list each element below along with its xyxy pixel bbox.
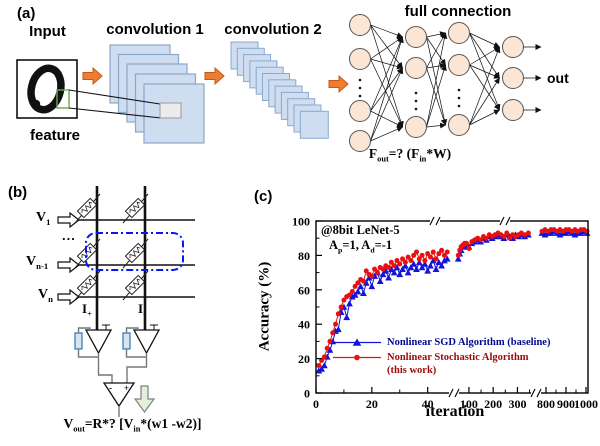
feature-patch — [159, 102, 182, 119]
svg-text:300: 300 — [508, 397, 526, 411]
i-plus-label: I+ — [82, 301, 92, 319]
panel-b-tag: (b) — [8, 184, 28, 201]
chart-annotation: @8bit LeNet-5 Ap=1, Ad=-1 — [321, 223, 400, 255]
fout-formula: Fout=? (Fin*W) — [368, 146, 452, 164]
vn-input-arrow — [57, 288, 80, 306]
flow-arrows — [82, 66, 349, 94]
feature-label: feature — [29, 127, 81, 144]
conv2-feature-maps — [230, 41, 329, 139]
legend-label: Nonlinear Stochastic Algorithm (this work… — [387, 352, 529, 377]
accuracy-chart: 0 20 40 60 80 100 0 20 40 100 200 300 800 900 1000 — [250, 185, 600, 446]
diff-opamp-plus-sign: + — [124, 383, 129, 393]
svg-text:80: 80 — [298, 249, 310, 263]
svg-text:20: 20 — [366, 397, 378, 411]
chart-legend: Nonlinear SGD Algorithm (baseline) Nonlin… — [332, 336, 550, 377]
projection-line-bottom — [68, 107, 162, 119]
legend-label: Nonlinear SGD Algorithm (baseline) — [387, 337, 551, 348]
svg-text:100: 100 — [292, 215, 310, 229]
highlight-row-box — [85, 232, 184, 271]
v1-label: V1 — [36, 210, 51, 227]
full-connection-label: full connection — [404, 3, 512, 20]
memristor-icon — [74, 193, 101, 224]
panel-a-tag: (a) — [17, 5, 36, 22]
fully-connected-network — [349, 14, 542, 152]
opamp-plus — [84, 324, 113, 355]
triangle-marker-icon — [333, 338, 381, 346]
vout-formula: Vout=R*? [Vin*(w1 -w2)] — [63, 416, 202, 434]
vn-label: Vn — [38, 287, 53, 304]
memristor-icon — [74, 270, 101, 301]
vn1-label: Vn-1 — [26, 254, 49, 271]
vn1-input-arrow — [57, 256, 80, 274]
flow-arrow-2 — [204, 66, 225, 86]
svg-text:800: 800 — [537, 397, 555, 411]
rows-ellipsis: ... — [62, 228, 76, 243]
output-arrow-icon — [133, 385, 156, 414]
svg-text:60: 60 — [298, 283, 310, 297]
conv1-label: convolution 1 — [106, 21, 204, 38]
cnn-architecture-diagram — [16, 14, 542, 152]
opamp-minus — [132, 324, 161, 355]
input-label: Input — [29, 23, 66, 40]
crossbar-circuit-diagram: - + — [57, 186, 195, 417]
svg-text:20: 20 — [298, 352, 310, 366]
feedback-resistor-left — [74, 332, 83, 350]
input-digit-image — [16, 59, 78, 119]
svg-text:900: 900 — [557, 397, 575, 411]
memristor-icon — [122, 193, 149, 224]
conv2-label: convolution 2 — [224, 21, 322, 38]
svg-text:0: 0 — [313, 397, 319, 411]
svg-text:40: 40 — [298, 318, 310, 332]
annotation-line2: Ap=1, Ad=-1 — [329, 238, 393, 255]
out-label: out — [547, 70, 569, 86]
panel-c-tag: (c) — [254, 188, 273, 205]
receptive-field-box — [56, 89, 70, 109]
x-axis-title: iteration — [425, 403, 485, 420]
svg-text:40: 40 — [422, 397, 434, 411]
memristor-icon — [122, 238, 149, 269]
conv1-feature-maps — [109, 44, 205, 144]
diff-opamp-minus-sign: - — [109, 383, 112, 393]
feedback-resistor-right — [122, 332, 131, 350]
annotation-line1: @8bit LeNet-5 — [321, 223, 400, 237]
svg-text:1000: 1000 — [574, 397, 598, 411]
legend-entry: Nonlinear SGD Algorithm (baseline) — [332, 336, 550, 349]
memristor-array — [74, 193, 149, 301]
svg-text:200: 200 — [484, 397, 502, 411]
svg-text:100: 100 — [460, 397, 478, 411]
memristor-icon — [122, 270, 149, 301]
legend-label-line2: (this work) — [387, 365, 437, 377]
v1-input-arrow — [57, 211, 80, 229]
circle-marker-icon — [333, 354, 381, 361]
projection-line-top — [68, 89, 161, 105]
flow-arrow-3 — [328, 74, 349, 94]
input-arrows — [57, 211, 80, 306]
wiring — [77, 327, 148, 383]
svg-text:0: 0 — [304, 387, 310, 401]
flow-arrow-1 — [82, 66, 103, 86]
diff-opamp: - + — [102, 382, 136, 417]
legend-entry: Nonlinear Stochastic Algorithm (this work… — [332, 351, 550, 377]
